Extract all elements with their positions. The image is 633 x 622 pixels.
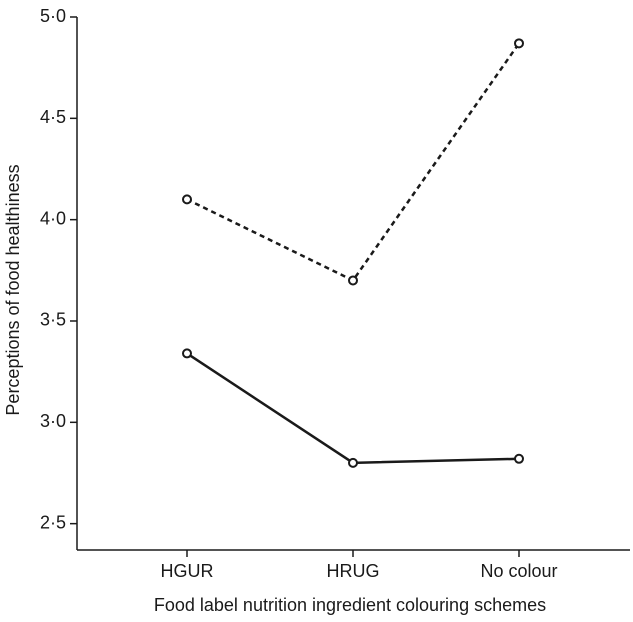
x-tick-label: HGUR <box>161 561 214 581</box>
point <box>182 194 192 205</box>
point <box>514 453 524 464</box>
y-tick-label: 2·5 <box>40 512 66 532</box>
x-tick-label: HRUG <box>327 561 380 581</box>
x-tick-label: No colour <box>480 561 557 581</box>
point <box>348 457 358 468</box>
point <box>348 275 358 286</box>
point <box>182 348 192 359</box>
point <box>514 38 524 49</box>
y-tick-label: 4·0 <box>40 208 66 228</box>
y-axis-label: Perceptions of food healthiness <box>3 164 23 415</box>
x-axis-label: Food label nutrition ingredient colourin… <box>154 595 546 615</box>
series-line <box>186 42 521 283</box>
y-tick-label: 4·5 <box>40 107 66 127</box>
y-tick-label: 5·0 <box>40 6 66 26</box>
y-tick-label: 3·0 <box>40 411 66 431</box>
y-tick-label: 3·5 <box>40 310 66 330</box>
series-line <box>186 352 520 465</box>
